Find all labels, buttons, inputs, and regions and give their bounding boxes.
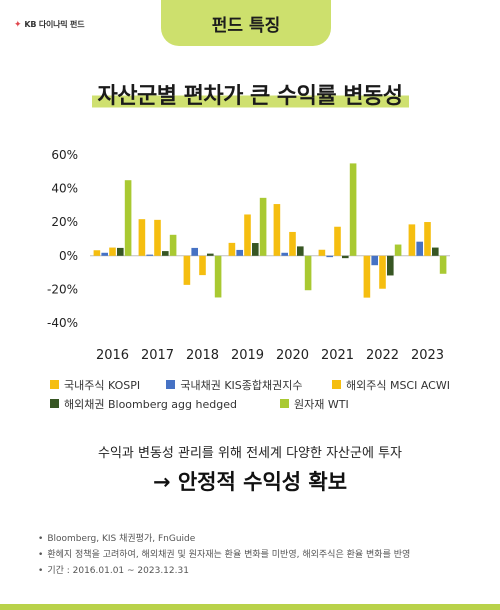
title-wrap: 자산군별 편차가 큰 수익률 변동성 (0, 78, 500, 110)
legend-row-2: 해외채권 Bloomberg agg hedged 원자재 WTI (50, 394, 470, 413)
legend-swatch (331, 380, 341, 389)
strategy-headline: → 안정적 수익성 확보 (152, 470, 348, 494)
y-tick-label: 0% (59, 249, 78, 263)
bar-2016-2 (109, 247, 116, 256)
y-tick-label: -20% (47, 282, 78, 296)
bar-2022-2 (379, 255, 386, 289)
y-tick-label: 60% (51, 148, 78, 162)
bar-2020-1 (281, 252, 288, 256)
legend-swatch (280, 399, 289, 408)
legend-label: 국내채권 KIS종합채권지수 (180, 378, 303, 392)
bar-2017-0 (138, 219, 146, 256)
bar-2020-0 (273, 204, 281, 256)
y-tick-label: 40% (51, 182, 78, 196)
x-tick-label: 2021 (321, 348, 354, 363)
bar-2016-0 (93, 250, 101, 256)
legend-swatch (50, 399, 59, 408)
legend-item-acwi: 해외주식 MSCI ACWI (331, 377, 470, 393)
x-tick-label: 2017 (141, 348, 174, 363)
x-tick-label: 2020 (276, 348, 309, 363)
legend-label: 해외채권 Bloomberg agg hedged (64, 397, 237, 411)
bar-2021-0 (318, 249, 326, 256)
bar-2022-1 (371, 255, 378, 266)
bar-2019-3 (252, 243, 259, 256)
source-text: 환헤지 정책을 고려하여, 해외채권 및 원자재는 환율 변화를 미반영, 해외… (47, 550, 411, 560)
section-label: 펀드 특징 (161, 0, 331, 46)
bar-2020-2 (289, 231, 296, 256)
legend-label: 국내주식 KOSPI (64, 378, 141, 392)
bar-2016-4 (124, 180, 132, 256)
bar-2018-0 (183, 255, 191, 285)
bar-2019-4 (259, 197, 267, 256)
source-line: • 기간 : 2016.01.01 ~ 2023.12.31 (38, 563, 478, 579)
bar-2022-0 (363, 255, 371, 298)
legend-item-kis: 국내채권 KIS종합채권지수 (166, 377, 332, 393)
bar-2017-2 (154, 219, 161, 256)
bar-2023-3 (432, 247, 439, 256)
legend-row-1: 국내주식 KOSPI 국내채권 KIS종합채권지수 해외주식 MSCI ACWI (50, 375, 470, 394)
bar-2022-4 (394, 244, 402, 256)
bar-2021-4 (349, 163, 357, 256)
chart-legend: 국내주식 KOSPI 국내채권 KIS종합채권지수 해외주식 MSCI ACWI… (50, 375, 470, 413)
source-text: Bloomberg, KIS 채권평가, FnGuide (47, 534, 196, 544)
source-text: 기간 : 2016.01.01 ~ 2023.12.31 (47, 566, 189, 576)
brand-logo: ✦ KB 다이나믹 펀드 (14, 19, 85, 30)
returns-bar-chart: 60% 40% 20% 0% -20% -40% 2016 2017 2018 2019 2020 2… (47, 148, 450, 363)
legend-item-bloomberg: 해외채권 Bloomberg agg hedged (50, 396, 280, 412)
legend-label: 원자재 WTI (294, 397, 349, 411)
bar-2018-2 (199, 255, 206, 276)
bar-2016-1 (101, 252, 108, 256)
bar-2018-1 (191, 247, 198, 256)
x-tick-label: 2022 (366, 348, 399, 363)
strategy-note: 수익과 변동성 관리를 위해 전세계 다양한 자산군에 투자 (97, 446, 402, 461)
legend-item-wti: 원자재 WTI (280, 396, 420, 412)
bar-2023-2 (424, 222, 431, 256)
bar-2022-3 (387, 255, 394, 276)
x-tick-label: 2023 (411, 348, 444, 363)
legend-label: 해외주식 MSCI ACWI (345, 378, 450, 392)
bar-2023-4 (439, 255, 447, 274)
bullet-icon: • (38, 566, 44, 576)
legend-item-kospi: 국내주식 KOSPI (50, 377, 166, 393)
bar-2021-2 (334, 226, 341, 256)
bar-2018-3 (207, 253, 214, 256)
bar-2017-3 (162, 251, 169, 256)
bullet-icon: • (38, 534, 44, 544)
bar-2017-4 (169, 234, 177, 256)
y-tick-label: 20% (51, 215, 78, 229)
bar-2019-1 (236, 249, 243, 256)
bar-2019-2 (244, 214, 251, 256)
bar-2016-3 (117, 247, 124, 256)
source-line: • Bloomberg, KIS 채권평가, FnGuide (38, 531, 478, 547)
logo-text: KB 다이나믹 펀드 (24, 20, 85, 29)
legend-swatch (166, 380, 176, 389)
source-line: • 환헤지 정책을 고려하여, 해외채권 및 원자재는 환율 변화를 미반영, 해… (38, 547, 478, 563)
bar-2021-3 (342, 255, 349, 259)
x-tick-label: 2016 (96, 348, 129, 363)
bar-2018-4 (214, 255, 222, 298)
x-tick-label: 2018 (186, 348, 219, 363)
bar-2023-0 (408, 224, 416, 256)
page-title: 자산군별 편차가 큰 수익률 변동성 (91, 78, 409, 110)
x-tick-label: 2019 (231, 348, 264, 363)
y-tick-label: -40% (47, 316, 78, 330)
bar-2020-3 (297, 246, 304, 256)
bar-2019-0 (228, 242, 236, 256)
legend-swatch (50, 380, 59, 389)
bar-2020-4 (304, 255, 312, 291)
source-notes: • Bloomberg, KIS 채권평가, FnGuide • 환헤지 정책을 고… (38, 531, 478, 579)
bar-2023-1 (416, 241, 423, 256)
bullet-icon: • (38, 550, 44, 560)
logo-mark: ✦ (14, 19, 22, 30)
bar-2017-1 (146, 254, 153, 256)
bar-2021-1 (326, 255, 333, 258)
